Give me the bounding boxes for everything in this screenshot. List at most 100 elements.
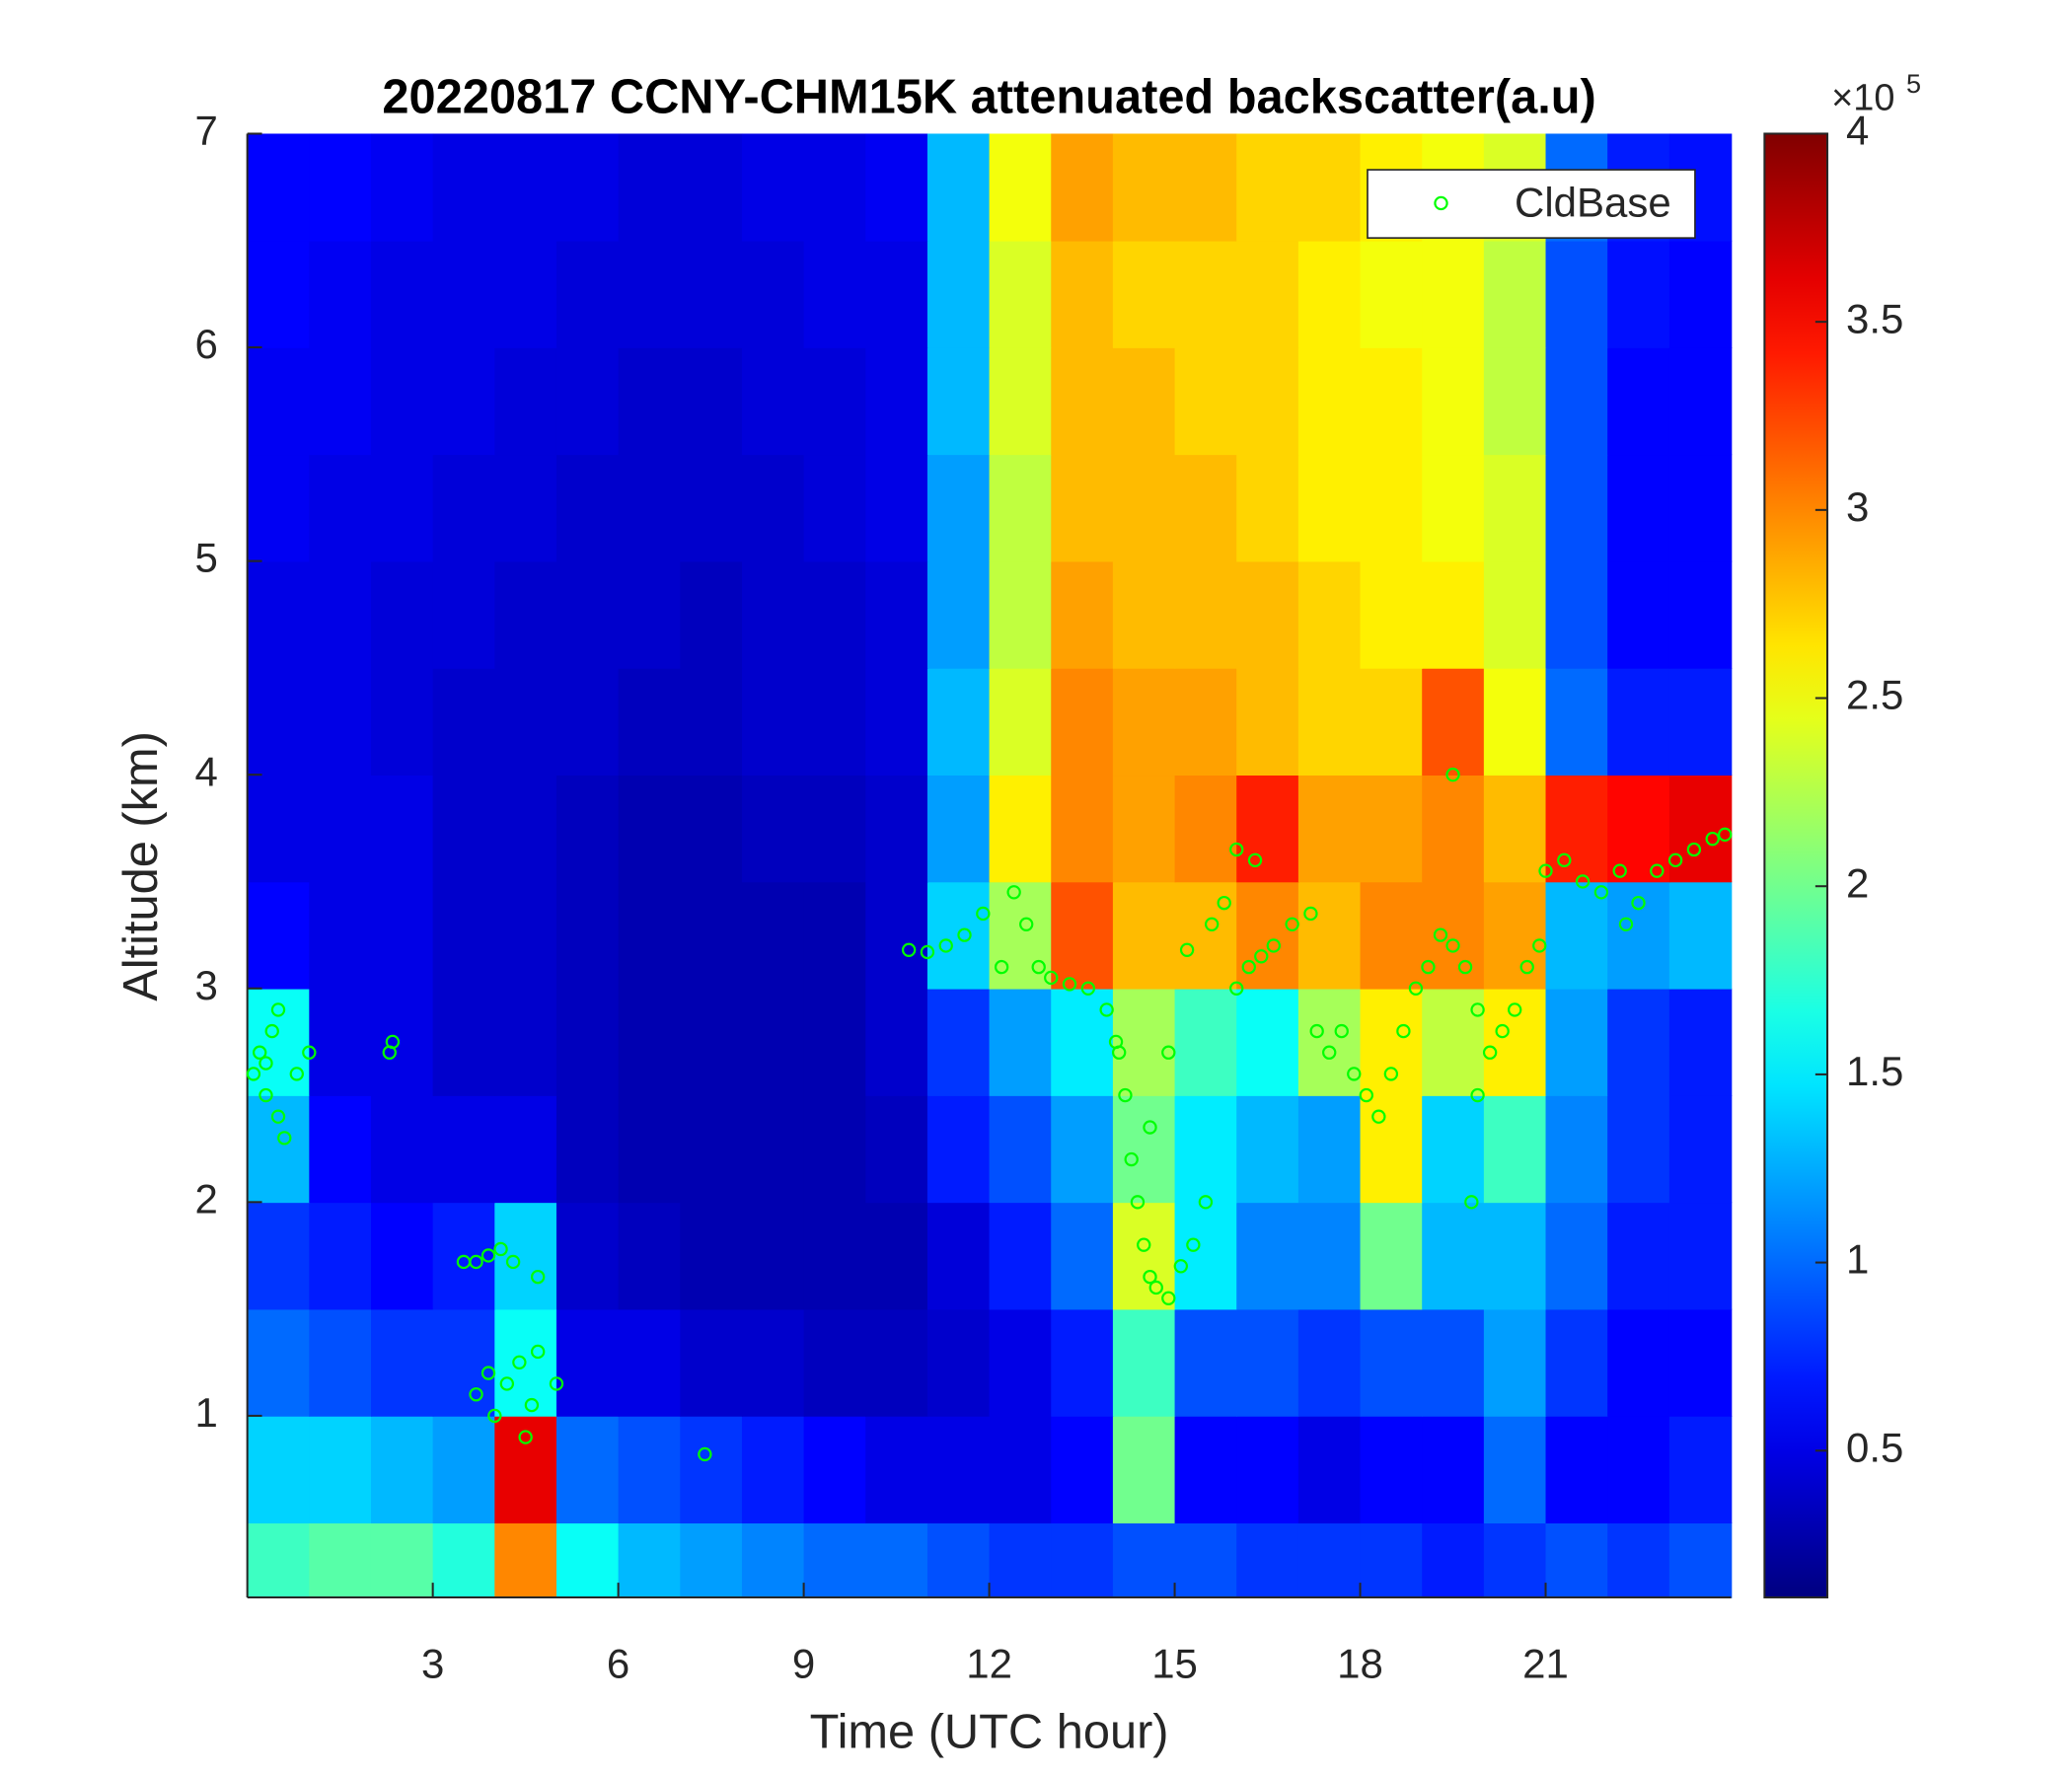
heatmap-cell [432,454,496,562]
cloud-base-point [1612,863,1627,878]
heatmap-cell [555,1522,620,1598]
heatmap-cell [680,1308,743,1417]
heatmap-cell [1174,133,1238,242]
heatmap-cell [989,667,1053,777]
cloud-base-point [1396,1023,1411,1039]
heatmap-cell [803,1522,867,1598]
heatmap-cell [1422,347,1485,456]
heatmap-cell [1360,1202,1424,1310]
cloud-base-point [1130,1195,1146,1210]
heatmap-cell [555,775,620,883]
cloud-base-point [1433,927,1448,942]
cloud-base-point [1495,1023,1510,1039]
heatmap-cell [618,667,682,777]
cloud-base-point [1099,1002,1114,1017]
heatmap-cell [494,881,557,990]
heatmap-cell [926,1308,991,1417]
heatmap-cell [1607,881,1670,990]
heatmap-cell [989,1095,1053,1204]
heatmap-cell [1174,1202,1238,1310]
heatmap-cell [247,667,311,777]
cloud-base-point [253,1045,267,1060]
cloud-base-point [1470,1087,1485,1103]
heatmap-cell [926,347,991,456]
heatmap-cell [1236,1095,1299,1204]
heatmap-cell [803,454,867,562]
heatmap-cell [1545,1095,1608,1204]
heatmap-cell [1422,775,1485,883]
heatmap-cell [989,775,1053,883]
heatmap-cell [432,667,496,777]
heatmap-cell [865,1095,928,1204]
colorbar: 0.5 1 1.5 2 2.5 3 3.5 4 [1763,108,1903,1599]
heatmap-cell [1297,133,1362,242]
y-tick-label: 6 [194,321,217,367]
heatmap-cell [309,1415,372,1524]
heatmap-cell [1051,133,1114,242]
heatmap-cell [247,775,311,883]
heatmap-cell [865,240,928,348]
heatmap-cell [1236,988,1299,1096]
heatmap-cell [1174,1522,1238,1598]
heatmap-cell [1668,988,1733,1096]
heatmap-cell [803,881,867,990]
heatmap-cell [1668,1202,1733,1310]
heatmap-cell [1112,881,1176,990]
colorbar-tick-label: 4 [1846,108,1869,154]
heatmap-cell [494,667,557,777]
cloud-base-point [1173,1259,1189,1274]
heatmap-cell [680,240,743,348]
heatmap-cell [370,1415,434,1524]
heatmap-cell [865,1308,928,1417]
cloud-base-point [1445,768,1460,782]
cloud-base-point [1198,1195,1214,1210]
cloud-base-point [1031,959,1046,975]
heatmap-cell [741,347,805,456]
heatmap-cell [926,988,991,1096]
y-tick-label: 2 [194,1175,217,1221]
heatmap-cell [1545,988,1608,1096]
cloud-base-point [1148,1280,1163,1295]
cloud-base-point [270,1109,286,1124]
heatmap-cell [1297,347,1362,456]
heatmap-cell [1422,1202,1485,1310]
heatmap-cell [370,454,434,562]
cloud-base-point [530,1344,546,1360]
heatmap-cell [1668,881,1733,990]
heatmap-cell [1297,560,1362,669]
heatmap-cell [1607,560,1670,669]
cloud-base-point [1118,1087,1133,1103]
heatmap-cell [618,454,682,562]
heatmap-cell [1051,1308,1114,1417]
cloud-base-point [976,906,991,922]
heatmap-cell [989,560,1053,669]
heatmap-cell [865,775,928,883]
cloud-base-point [1143,1120,1157,1135]
heatmap-cell [1360,775,1424,883]
heatmap-cell [1360,454,1424,562]
cloud-base-point [994,959,1009,975]
heatmap-cell [247,133,311,242]
cloud-base-point [493,1241,508,1257]
heatmap-cell [247,1308,311,1417]
legend: CldBase [1367,169,1696,239]
heatmap-cell [618,347,682,456]
heatmap-cell [680,1522,743,1598]
heatmap-cell [370,133,434,242]
legend-box [1367,169,1696,239]
heatmap-cell [1236,454,1299,562]
heatmap-cell [1051,667,1114,777]
heatmap-cell [1174,1095,1238,1204]
heatmap-cell [803,240,867,348]
heatmap-cell [1236,775,1299,883]
cloud-base-point [1667,852,1683,868]
cloud-base-point [246,1067,261,1081]
heatmap-cell [865,560,928,669]
heatmap-cell [1607,1415,1670,1524]
cloud-base-point [1557,852,1572,868]
x-tick-label: 21 [1522,1641,1569,1687]
cloud-base-point [1247,852,1263,868]
heatmap-cell [555,1415,620,1524]
heatmap-cell [1607,347,1670,456]
heatmap-cell [926,775,991,883]
